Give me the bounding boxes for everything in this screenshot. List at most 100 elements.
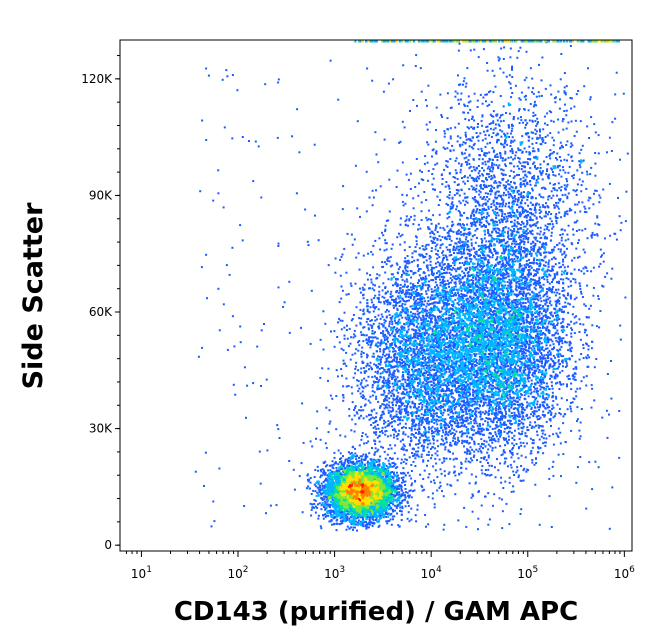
- data-point: [360, 524, 362, 527]
- data-point: [319, 486, 322, 489]
- data-point: [373, 515, 376, 518]
- data-point: [328, 484, 331, 487]
- data-point: [333, 451, 336, 454]
- data-point: [378, 524, 381, 527]
- data-point: [364, 525, 367, 528]
- data-point: [343, 467, 346, 470]
- data-point: [366, 460, 369, 463]
- data-point: [379, 506, 381, 509]
- data-point: [344, 460, 347, 463]
- data-point: [331, 470, 333, 473]
- data-point: [334, 511, 337, 514]
- data-point: [328, 479, 331, 482]
- data-point: [371, 518, 374, 521]
- data-point: [351, 504, 354, 507]
- data-point: [317, 517, 320, 520]
- data-point: [353, 480, 356, 483]
- data-point: [355, 517, 358, 520]
- data-point: [334, 496, 337, 499]
- data-point: [326, 493, 328, 496]
- data-point: [324, 496, 327, 498]
- data-point: [370, 469, 373, 472]
- data-point: [370, 495, 373, 498]
- data-point: [394, 498, 397, 501]
- data-point: [345, 485, 348, 488]
- data-point: [401, 472, 404, 475]
- data-point: [366, 463, 369, 466]
- data-point: [370, 507, 373, 510]
- data-point: [352, 526, 355, 529]
- data-point: [369, 466, 372, 469]
- data-point: [372, 522, 375, 525]
- data-point: [378, 520, 380, 523]
- data-point: [372, 471, 374, 473]
- data-point: [394, 467, 397, 470]
- data-point: [393, 504, 396, 507]
- data-point: [333, 494, 336, 497]
- data-point: [408, 496, 411, 499]
- data-point: [363, 497, 366, 500]
- data-point: [401, 507, 404, 509]
- data-point: [400, 519, 403, 521]
- data-point: [329, 520, 332, 523]
- data-point: [397, 488, 400, 490]
- data-point: [358, 522, 361, 525]
- data-point: [383, 491, 386, 494]
- data-point: [330, 515, 333, 518]
- data-point: [339, 511, 342, 514]
- data-point: [416, 504, 419, 507]
- data-point: [339, 452, 342, 455]
- data-point: [372, 519, 375, 522]
- data-point: [400, 462, 403, 465]
- data-point: [387, 515, 390, 518]
- data-point: [397, 479, 400, 482]
- data-point: [393, 509, 396, 512]
- data-point: [329, 469, 332, 472]
- data-point: [372, 478, 375, 481]
- data-point: [336, 513, 339, 516]
- data-point: [352, 517, 355, 520]
- data-point: [323, 500, 326, 503]
- data-point: [414, 514, 417, 517]
- data-point: [363, 463, 366, 466]
- data-point: [337, 463, 340, 466]
- data-point: [350, 456, 353, 459]
- data-point: [368, 462, 371, 465]
- data-point: [374, 478, 377, 481]
- data-point: [398, 497, 401, 499]
- data-point: [396, 512, 398, 515]
- data-point: [399, 506, 402, 509]
- data-point: [400, 477, 403, 479]
- data-point: [326, 500, 329, 503]
- data-point: [386, 453, 389, 456]
- data-point: [378, 512, 381, 515]
- data-point: [324, 442, 327, 445]
- data-point: [329, 511, 332, 514]
- data-point: [346, 458, 348, 461]
- data-point: [384, 472, 387, 475]
- data-point: [340, 488, 343, 491]
- data-point: [315, 482, 318, 484]
- data-point: [328, 474, 331, 477]
- data-point: [338, 467, 341, 470]
- data-point: [319, 489, 322, 492]
- data-point: [335, 504, 338, 507]
- data-point: [388, 508, 390, 511]
- data-point: [372, 464, 375, 467]
- data-point: [347, 464, 350, 467]
- data-point: [399, 501, 402, 504]
- data-point: [363, 471, 366, 474]
- data-point: [340, 474, 343, 477]
- data-point: [311, 506, 314, 509]
- data-point: [317, 469, 320, 472]
- data-point: [349, 458, 352, 461]
- data-point: [314, 505, 317, 508]
- data-point: [331, 514, 334, 517]
- data-point: [374, 451, 377, 454]
- data-point: [316, 506, 319, 509]
- data-point: [386, 507, 389, 509]
- data-point: [336, 472, 339, 475]
- data-point: [335, 519, 338, 522]
- data-point: [397, 474, 400, 477]
- data-point: [323, 489, 326, 492]
